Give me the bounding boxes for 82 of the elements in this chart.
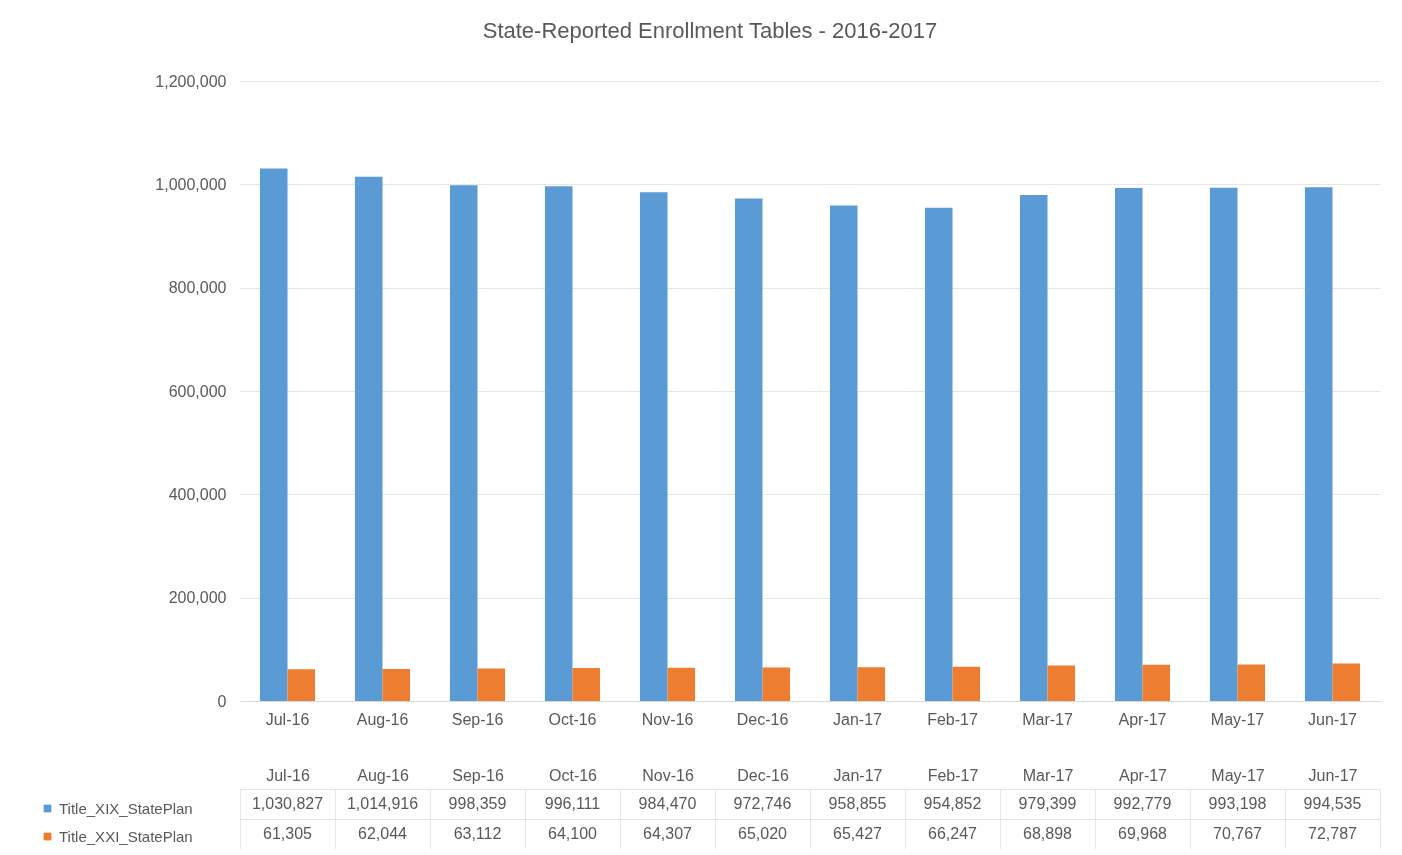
y-tick-label: 200,000 [168, 589, 227, 607]
x-tick-label: May-17 [1210, 710, 1265, 728]
data-label: 66,247 [928, 825, 978, 842]
category-label: Apr-17 [1118, 766, 1168, 784]
bar [952, 666, 981, 701]
data-label: 70,767 [1213, 825, 1263, 842]
bar [829, 205, 858, 701]
chart-title: State-Reported Enrollment Tables - 2016-2017 [482, 18, 938, 43]
bar [1332, 663, 1361, 701]
category-label: Jun-17 [1308, 766, 1358, 784]
bar [287, 669, 316, 701]
y-tick-label: 600,000 [168, 382, 227, 400]
data-label: 72,787 [1308, 825, 1358, 842]
bar [667, 667, 696, 701]
y-tick-label: 800,000 [168, 279, 227, 297]
data-label: 1,030,827 [251, 795, 324, 812]
x-tick-label: Jun-17 [1308, 710, 1358, 728]
data-label: 979,399 [1018, 795, 1077, 812]
data-label: 998,359 [448, 795, 507, 812]
bar [1304, 187, 1333, 701]
data-label: 61,305 [263, 825, 313, 842]
data-label: 1,014,916 [346, 795, 419, 812]
category-label: Aug-16 [357, 766, 409, 784]
category-label: Nov-16 [642, 766, 694, 784]
data-label: 993,198 [1208, 795, 1267, 812]
category-label: Mar-17 [1022, 766, 1074, 784]
bar [734, 198, 763, 701]
bar [572, 667, 601, 701]
bar [477, 668, 506, 701]
y-tick-label: 400,000 [168, 485, 227, 503]
bar [762, 667, 791, 701]
data-label: 958,855 [828, 795, 887, 812]
data-label: 62,044 [358, 825, 408, 842]
bar [857, 667, 886, 701]
category-label: Dec-16 [737, 766, 789, 784]
category-label: Sep-16 [452, 766, 504, 784]
data-label: 63,112 [453, 825, 502, 842]
bar [639, 192, 668, 701]
y-tick-label: 0 [217, 692, 227, 710]
bar [1019, 194, 1048, 701]
bar [382, 668, 411, 701]
category-label: Feb-17 [927, 766, 979, 784]
data-label: 994,535 [1303, 795, 1362, 812]
category-label: May-17 [1211, 766, 1265, 784]
data-label: 984,470 [638, 795, 697, 812]
data-label: 65,427 [833, 825, 883, 842]
data-label: 64,307 [643, 825, 693, 842]
data-label: 954,852 [923, 795, 982, 812]
data-label: 69,968 [1118, 825, 1168, 842]
x-tick-label: Oct-16 [548, 710, 597, 728]
bar [354, 176, 383, 701]
bar [924, 207, 953, 701]
x-tick-label: Feb-17 [927, 710, 978, 728]
x-tick-label: Aug-16 [356, 710, 409, 728]
category-label: Jul-16 [266, 766, 310, 784]
x-tick-label: Jan-17 [833, 710, 883, 728]
x-tick-label: Nov-16 [641, 710, 694, 728]
x-tick-label: Sep-16 [451, 710, 504, 728]
bar [1209, 187, 1238, 701]
bar [1237, 664, 1266, 701]
y-tick-label: 1,000,000 [155, 175, 227, 193]
category-label: Jan-17 [833, 766, 883, 784]
bar [1142, 664, 1171, 701]
data-label: 68,898 [1023, 825, 1073, 842]
x-tick-label: Mar-17 [1022, 710, 1073, 728]
legend-label: Title_XIX_StatePlan [59, 799, 193, 817]
data-label: 972,746 [733, 795, 792, 812]
x-tick-label: Dec-16 [736, 710, 789, 728]
category-label: Oct-16 [548, 766, 598, 784]
data-label: 65,020 [738, 825, 788, 842]
data-label: 64,100 [548, 825, 598, 842]
x-tick-label: Apr-17 [1118, 710, 1167, 728]
bar [259, 168, 288, 701]
data-label: 996,111 [544, 795, 601, 812]
data-label: 992,779 [1113, 795, 1172, 812]
bar [449, 185, 478, 701]
bar [1114, 188, 1143, 701]
bar [1047, 665, 1076, 701]
x-tick-label: Jul-16 [265, 710, 310, 728]
legend-label: Title_XXI_StatePlan [59, 827, 193, 845]
y-tick-label: 1,200,000 [155, 72, 227, 90]
bar [544, 186, 573, 701]
